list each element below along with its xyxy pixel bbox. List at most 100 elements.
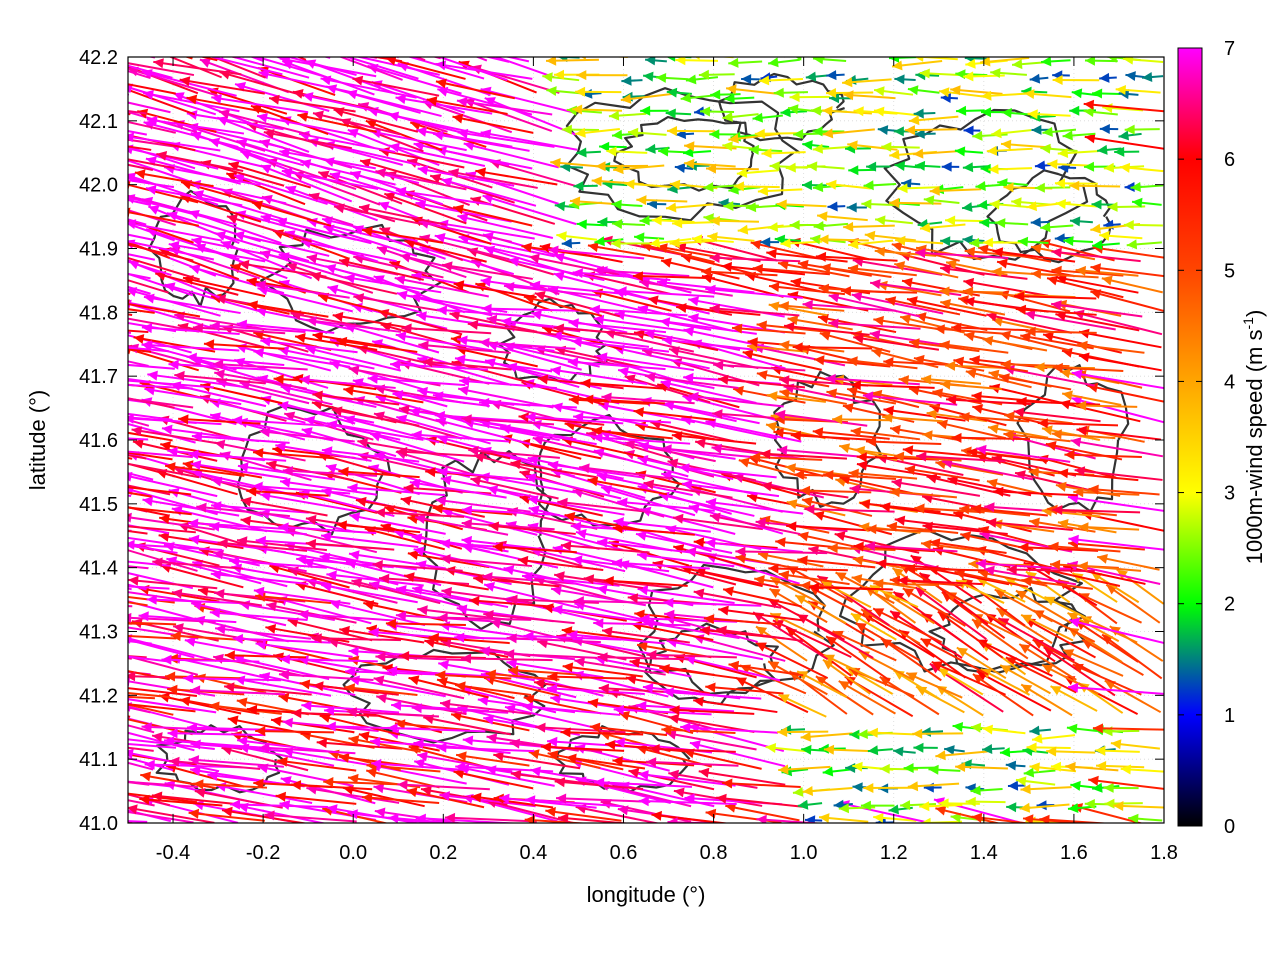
wind-vector-shaft <box>226 215 313 243</box>
wind-vector-head <box>65 149 76 159</box>
wind-vector-head <box>141 722 152 732</box>
wind-vector-shaft <box>323 225 418 257</box>
wind-vector-head <box>488 521 500 532</box>
wind-vector-head <box>128 539 135 550</box>
wind-vector-shaft <box>344 276 442 294</box>
wind-vector-head <box>1085 57 1096 66</box>
wind-vector-shaft <box>592 436 691 445</box>
wind-vector-head <box>659 317 671 328</box>
wind-vector-shaft <box>776 448 871 459</box>
wind-vector-head <box>211 501 222 512</box>
wind-vector-head <box>659 664 670 674</box>
wind-vector-shaft <box>483 612 575 625</box>
wind-vector-head <box>344 683 356 694</box>
wind-vector-head <box>603 576 614 586</box>
wind-vector-head <box>873 812 884 823</box>
wind-vector-shaft <box>786 524 871 532</box>
wind-vector-shaft <box>1077 564 1142 572</box>
wind-vector-shaft <box>1090 265 1164 278</box>
wind-vector-shaft <box>177 324 265 349</box>
wind-vector-head <box>313 110 324 121</box>
wind-vector-shaft <box>489 160 579 188</box>
wind-vector-head <box>965 58 976 69</box>
wind-vector-head <box>252 481 263 492</box>
wind-vector-head <box>414 37 425 47</box>
wind-vector-shaft <box>591 429 673 440</box>
wind-vector-head <box>214 588 225 599</box>
wind-vector-head <box>1055 481 1067 492</box>
wind-vector-head <box>461 505 473 516</box>
wind-vector-shaft <box>128 462 200 479</box>
wind-vector-head <box>913 742 924 753</box>
wind-vector-shaft <box>411 706 509 714</box>
wind-vector-shaft <box>506 636 601 644</box>
wind-vector-head <box>325 463 337 474</box>
wind-vector-head <box>827 543 838 554</box>
wind-vector-head <box>894 261 906 271</box>
wind-vector-head <box>128 132 135 143</box>
wind-vector-head <box>360 158 371 169</box>
wind-vector-shaft <box>1075 269 1139 277</box>
wind-vector-head <box>525 795 536 806</box>
wind-vector-head <box>167 446 178 457</box>
wind-vector-head <box>77 357 87 367</box>
axis-ticks <box>128 56 1165 824</box>
wind-vector-head <box>279 654 290 665</box>
wind-vector-head <box>165 671 176 682</box>
wind-vector-head <box>1047 275 1058 286</box>
y-tick-label: 42.2 <box>79 47 118 69</box>
wind-vector-shaft <box>128 109 147 115</box>
wind-vector-shaft <box>601 395 695 405</box>
wind-vector-head <box>935 750 946 761</box>
wind-vector-head <box>938 668 950 678</box>
wind-vector-shaft <box>298 612 395 622</box>
wind-vector-shaft <box>1092 727 1164 731</box>
wind-vector-head <box>326 420 338 430</box>
wind-vector-head <box>259 743 270 753</box>
wind-vector-head <box>334 203 345 214</box>
wind-vector-shaft <box>553 326 643 336</box>
wind-vector-shaft <box>375 395 471 424</box>
wind-vector-head <box>874 246 886 257</box>
wind-vector-head <box>1000 359 1011 370</box>
wind-vector-shaft <box>278 673 374 681</box>
wind-vector-shaft <box>128 640 152 645</box>
y-axis-label: latitude (°) <box>25 390 50 491</box>
wind-vector-shaft <box>128 637 217 662</box>
wind-vector-head <box>280 776 292 786</box>
wind-vector-head <box>810 234 821 245</box>
wind-vector-head <box>595 161 606 172</box>
wind-vector-shaft <box>437 436 533 463</box>
wind-vector-shaft <box>258 71 355 94</box>
wind-vector-shaft <box>1061 392 1122 406</box>
wind-vector-head <box>1019 644 1031 654</box>
wind-vector-shaft <box>235 344 332 372</box>
wind-vector-shaft <box>297 113 377 133</box>
wind-vector-head <box>614 310 626 321</box>
wind-vector-shaft <box>752 611 829 661</box>
wind-vector-head <box>436 742 447 753</box>
wind-vector-head <box>421 785 432 796</box>
wind-vector-shaft <box>982 338 1048 352</box>
wind-vector-shaft <box>571 340 670 353</box>
wind-vector-shaft <box>540 745 625 752</box>
wind-vector-shaft <box>131 428 221 445</box>
x-tick-label: 0.8 <box>700 842 728 864</box>
wind-vector-head <box>34 761 45 771</box>
wind-vector-shaft <box>693 635 786 662</box>
wind-vector-head <box>912 728 923 739</box>
wind-vector-shaft <box>475 45 560 56</box>
wind-vector-shaft <box>255 282 350 299</box>
wind-vector-head <box>1078 328 1090 339</box>
wind-vector-head <box>893 591 905 602</box>
wind-vector-head <box>444 566 456 576</box>
wind-vector-shaft <box>387 726 486 733</box>
wind-vector-shaft <box>458 235 555 258</box>
wind-vector-head <box>959 412 970 422</box>
wind-vector-head <box>929 185 940 196</box>
wind-vector-shaft <box>1071 397 1164 424</box>
wind-vector-head <box>707 232 718 242</box>
colorbar-tick-label: 0 <box>1224 816 1235 838</box>
wind-vector-head <box>76 795 87 805</box>
wind-vector-shaft <box>209 57 283 76</box>
